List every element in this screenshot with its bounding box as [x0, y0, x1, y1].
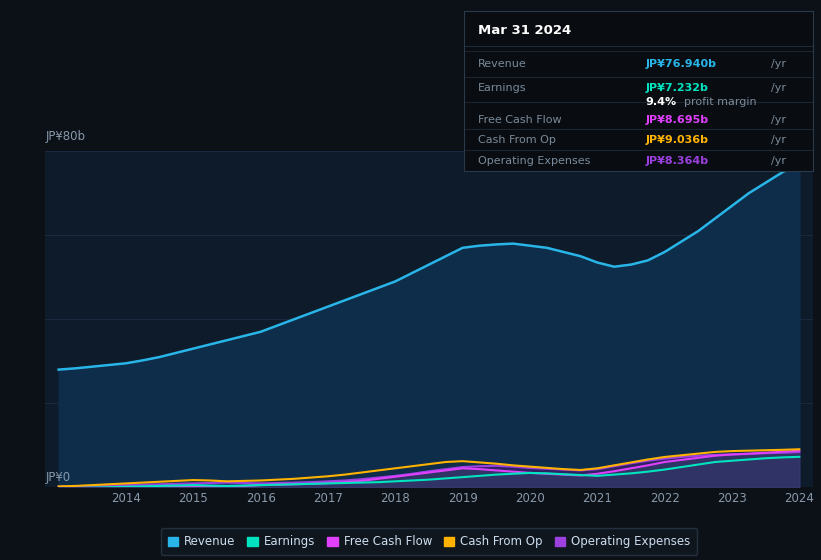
Text: JP¥80b: JP¥80b: [45, 130, 85, 143]
Text: Free Cash Flow: Free Cash Flow: [478, 115, 562, 125]
Text: /yr: /yr: [771, 136, 786, 146]
Text: JP¥0: JP¥0: [45, 472, 71, 484]
Text: Revenue: Revenue: [478, 59, 526, 69]
Text: /yr: /yr: [771, 156, 786, 166]
Text: profit margin: profit margin: [684, 97, 756, 107]
Text: Earnings: Earnings: [478, 83, 526, 93]
Legend: Revenue, Earnings, Free Cash Flow, Cash From Op, Operating Expenses: Revenue, Earnings, Free Cash Flow, Cash …: [161, 528, 697, 555]
Text: JP¥7.232b: JP¥7.232b: [645, 83, 709, 93]
Text: /yr: /yr: [771, 59, 786, 69]
Text: Operating Expenses: Operating Expenses: [478, 156, 590, 166]
Text: Mar 31 2024: Mar 31 2024: [478, 24, 571, 37]
Text: JP¥76.940b: JP¥76.940b: [645, 59, 716, 69]
Text: JP¥9.036b: JP¥9.036b: [645, 136, 709, 146]
Text: Cash From Op: Cash From Op: [478, 136, 556, 146]
Text: /yr: /yr: [771, 83, 786, 93]
Text: JP¥8.364b: JP¥8.364b: [645, 156, 709, 166]
Text: /yr: /yr: [771, 115, 786, 125]
Text: JP¥8.695b: JP¥8.695b: [645, 115, 709, 125]
Text: 9.4%: 9.4%: [645, 97, 677, 107]
